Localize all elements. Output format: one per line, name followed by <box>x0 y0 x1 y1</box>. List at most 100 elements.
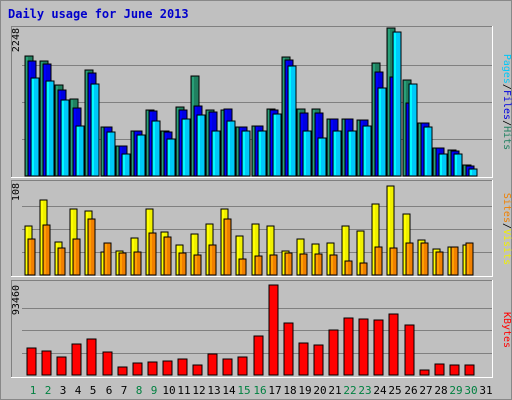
bar-hits-26-highlight <box>404 81 406 175</box>
x-tick-day-10: 10 <box>162 384 175 397</box>
bar-sites-1 <box>27 238 36 276</box>
bar-kbytes-12 <box>192 364 203 376</box>
bar-sites-9-highlight <box>150 234 152 274</box>
x-tick-day-26: 26 <box>404 384 417 397</box>
bar-pages-6 <box>106 131 116 177</box>
bar-sites-25-highlight <box>391 249 393 274</box>
bar-kbytes-22-highlight <box>345 319 347 374</box>
bar-kbytes-3-highlight <box>58 358 60 374</box>
bar-pages-27 <box>423 126 433 177</box>
bar-sites-2 <box>42 224 51 276</box>
bar-visits-26-highlight <box>404 215 406 274</box>
legend-visits: Visits <box>501 229 512 265</box>
x-tick-day-27: 27 <box>419 384 432 397</box>
bar-sites-10-highlight <box>165 238 167 274</box>
bar-visits-17-highlight <box>268 227 270 274</box>
bar-sites-19 <box>299 253 308 276</box>
bar-pages-8 <box>136 134 146 177</box>
bar-visits-19-highlight <box>298 240 300 274</box>
bar-kbytes-25-highlight <box>390 315 392 374</box>
bar-kbytes-12-highlight <box>194 366 196 374</box>
bar-sites-11-highlight <box>180 254 182 274</box>
bar-files-8-highlight <box>135 132 137 175</box>
x-tick-day-14: 14 <box>222 384 236 397</box>
bar-files-27-highlight <box>422 124 424 175</box>
bar-files-6-highlight <box>105 128 107 175</box>
bar-pages-11-highlight <box>183 120 185 175</box>
bar-pages-1-highlight <box>32 79 34 175</box>
bar-hits-16-highlight <box>253 127 255 175</box>
x-tick-day-2: 2 <box>45 384 52 397</box>
bar-visits-8-highlight <box>132 239 134 274</box>
bar-pages-29 <box>453 153 463 177</box>
bar-pages-8-highlight <box>138 136 140 175</box>
bar-pages-10 <box>166 138 176 177</box>
bar-hits-12-highlight <box>192 77 194 175</box>
bar-hits-22-highlight <box>343 120 345 175</box>
axis-max-label-middle: 108 <box>11 183 22 201</box>
bar-hits-28-highlight <box>434 149 436 175</box>
bar-sites-13 <box>208 244 217 276</box>
x-tick-day-13: 13 <box>207 384 220 397</box>
bar-sites-27 <box>420 242 429 276</box>
bar-kbytes-26-highlight <box>406 326 408 374</box>
bar-kbytes-5-highlight <box>88 340 90 374</box>
bar-sites-16 <box>254 255 263 276</box>
bar-hits-5-highlight <box>86 71 88 175</box>
x-tick-day-4: 4 <box>75 384 82 397</box>
bar-hits-25-highlight <box>388 29 390 175</box>
bar-kbytes-15-highlight <box>239 358 241 374</box>
x-tick-day-12: 12 <box>192 384 205 397</box>
x-tick-day-5: 5 <box>90 384 97 397</box>
bar-kbytes-8 <box>132 362 143 376</box>
bar-hits-21-highlight <box>328 120 330 175</box>
bar-kbytes-16 <box>253 335 264 376</box>
bar-visits-11-highlight <box>177 246 179 274</box>
bar-hits-4-highlight <box>71 100 73 175</box>
bar-pages-21 <box>332 130 342 177</box>
bar-kbytes-13 <box>207 353 218 376</box>
bar-kbytes-16-highlight <box>255 337 257 374</box>
bar-hits-18-highlight <box>283 58 285 175</box>
bar-kbytes-27-highlight <box>421 371 423 374</box>
bar-pages-25 <box>392 31 402 177</box>
bar-sites-12-highlight <box>195 256 197 274</box>
x-tick-day-7: 7 <box>121 384 128 397</box>
bar-pages-21-highlight <box>334 132 336 175</box>
axis-max-label-bottom: 93460 <box>11 285 22 315</box>
legend-sites: Sites <box>501 193 512 223</box>
bar-files-10-highlight <box>165 133 167 175</box>
bar-kbytes-15 <box>237 356 248 376</box>
bar-hits-29-highlight <box>449 151 451 175</box>
bar-pages-24 <box>377 87 387 177</box>
bar-pages-24-highlight <box>379 89 381 175</box>
bar-sites-8 <box>133 251 142 276</box>
chart-title: Daily usage for June 2013 <box>8 7 189 21</box>
bar-pages-10-highlight <box>168 140 170 175</box>
bar-pages-11 <box>181 118 191 177</box>
bar-hits-19-highlight <box>298 110 300 175</box>
bar-pages-2-highlight <box>47 82 49 175</box>
bar-kbytes-14-highlight <box>224 360 226 374</box>
bar-sites-8-highlight <box>135 253 137 274</box>
bar-files-17-highlight <box>271 111 273 175</box>
bar-pages-16-highlight <box>259 132 261 175</box>
bar-pages-1 <box>30 77 40 177</box>
bar-sites-12 <box>193 254 202 276</box>
bar-sites-11 <box>178 252 187 276</box>
bar-visits-15-highlight <box>237 237 239 274</box>
bar-kbytes-21 <box>328 329 339 376</box>
bar-kbytes-30 <box>464 364 475 376</box>
bar-pages-15-highlight <box>243 132 245 175</box>
bar-sites-3-highlight <box>59 249 61 274</box>
bar-files-29-highlight <box>452 152 454 175</box>
legend-pages: Pages <box>501 54 512 84</box>
bar-visits-14-highlight <box>222 210 224 274</box>
bar-pages-13 <box>211 130 221 177</box>
bar-kbytes-3 <box>56 356 67 376</box>
bar-pages-3-highlight <box>62 101 64 175</box>
bar-files-30-highlight <box>467 167 469 175</box>
bar-pages-18-highlight <box>289 67 291 175</box>
legend-middle: Sites/Visits <box>501 193 512 265</box>
